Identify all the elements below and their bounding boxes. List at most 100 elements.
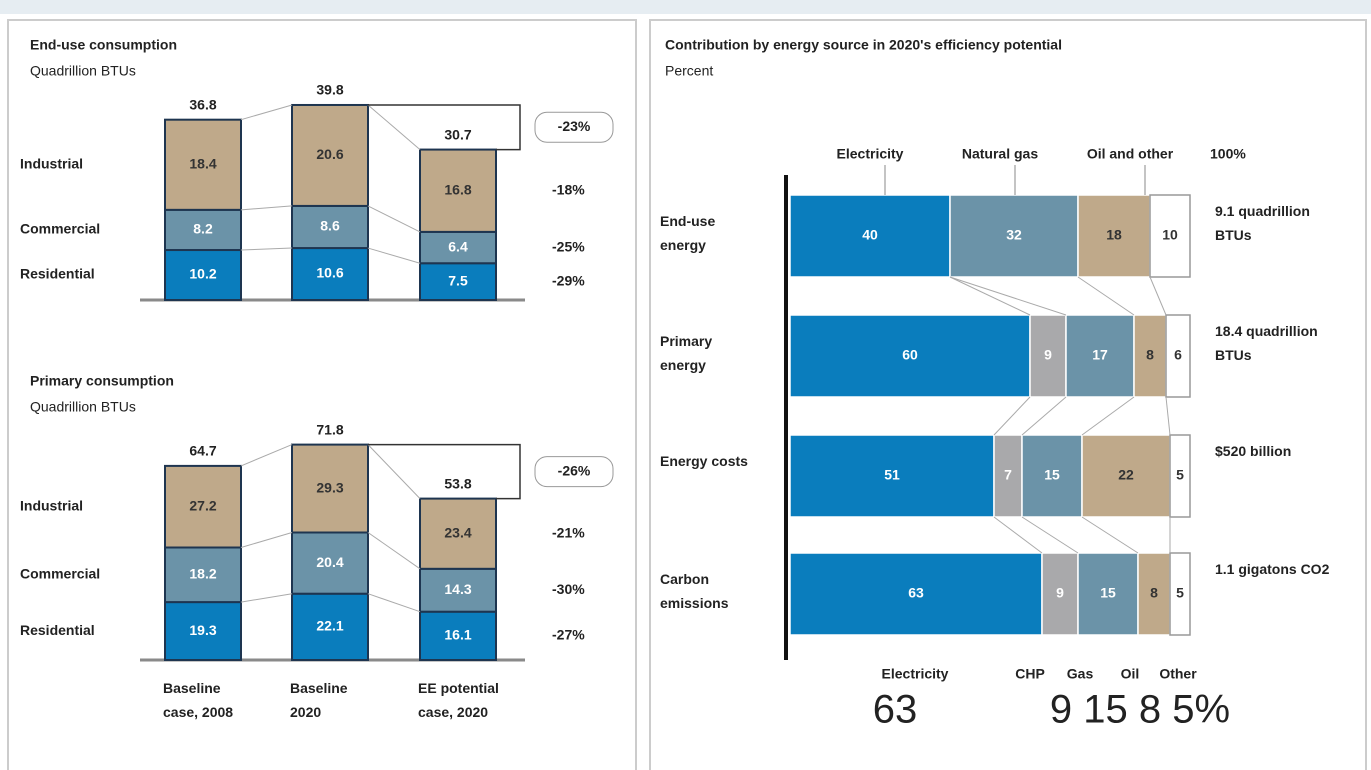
value-label: 10.2: [189, 266, 216, 282]
bar-segment: [1169, 434, 1191, 518]
connector: [367, 247, 421, 264]
x-tick-label: Baseline case, 2008: [163, 680, 234, 720]
value-label: 8: [1146, 347, 1154, 363]
change-label: -25%: [552, 238, 585, 254]
connector: [1165, 396, 1171, 436]
chart-subtitle: Quadrillion BTUs: [30, 399, 136, 415]
chart-title: End-use consumption: [30, 37, 177, 53]
bar-segment: [1077, 552, 1139, 636]
legend-label: Gas: [1067, 666, 1094, 682]
connector: [240, 205, 293, 211]
connector: [240, 247, 293, 251]
x-tick-label: Baseline 2020: [290, 680, 348, 720]
bar-segment: [419, 567, 497, 613]
chart-title: Primary consumption: [30, 373, 174, 389]
connector: [240, 532, 293, 548]
change-label: -29%: [552, 272, 585, 288]
change-box: [534, 111, 614, 143]
connector: [240, 593, 293, 603]
bar-segment: [789, 194, 951, 278]
bar-segment: [164, 118, 242, 211]
value-label: 8.2: [193, 221, 213, 237]
value-label: 51: [884, 467, 900, 483]
value-label: 40: [862, 227, 878, 243]
connector: [1081, 396, 1135, 436]
value-label: 23.4: [444, 524, 471, 540]
value-label: 27.2: [189, 497, 216, 513]
segment-header: Oil and other: [1087, 146, 1174, 162]
bar-segment: [291, 247, 369, 301]
bar-segment: [1165, 314, 1191, 398]
value-label: 16.1: [444, 627, 471, 643]
connector: [367, 104, 421, 150]
bar-segment: [164, 601, 242, 661]
total-label: 30.7: [444, 126, 471, 142]
bar-segment: [291, 443, 369, 534]
bar-segment: [1029, 314, 1067, 398]
bar-segment: [164, 546, 242, 604]
value-label: 22.1: [316, 618, 343, 634]
connector: [240, 104, 293, 121]
value-label: 7: [1004, 467, 1012, 483]
top-band: [0, 0, 1371, 14]
connector: [367, 593, 421, 613]
chart-subtitle: Percent: [665, 63, 713, 79]
connector: [1077, 276, 1135, 316]
value-label: 7.5: [448, 272, 468, 288]
change-box: [534, 456, 614, 488]
legend-label: Oil: [1121, 666, 1140, 682]
value-label: 10: [1162, 227, 1178, 243]
value-label: 8.6: [320, 218, 340, 234]
value-label: 5: [1176, 585, 1184, 601]
value-label: 29.3: [316, 479, 343, 495]
series-name: Industrial: [20, 497, 83, 513]
connector: [1021, 516, 1079, 554]
change-label: -18%: [552, 181, 585, 197]
bar-segment: [291, 103, 369, 207]
row-note: 1.1 gigatons CO2: [1215, 561, 1330, 577]
value-label: 63: [908, 585, 924, 601]
value-label: 32: [1006, 227, 1022, 243]
row-label: End-use energy: [660, 213, 716, 253]
bar-segment: [419, 230, 497, 265]
bar-segment: [1137, 552, 1171, 636]
bar-segment: [291, 531, 369, 595]
value-label: 18.2: [189, 566, 216, 582]
connector: [240, 444, 293, 467]
connector: [1081, 516, 1139, 554]
row-note: $520 billion: [1215, 443, 1292, 459]
bar-segment: [291, 592, 369, 662]
bar-segment: [789, 434, 995, 518]
bracket: [368, 104, 521, 151]
total-label: 39.8: [316, 82, 343, 98]
chart-subtitle: Quadrillion BTUs: [30, 63, 136, 79]
footnote-value: 63: [873, 688, 918, 732]
legend-label: Other: [1159, 666, 1197, 682]
value-label: 60: [902, 347, 918, 363]
connector: [1021, 396, 1067, 436]
bar-segment: [1133, 314, 1167, 398]
series-name: Residential: [20, 266, 95, 282]
total-change: -23%: [558, 118, 591, 134]
bar-segment: [993, 434, 1023, 518]
bar-segment: [789, 552, 1043, 636]
value-label: 15: [1044, 467, 1060, 483]
total-change: -26%: [558, 462, 591, 478]
value-label: 18: [1106, 227, 1122, 243]
value-label: 15: [1100, 585, 1116, 601]
value-label: 5: [1176, 467, 1184, 483]
bar-segment: [1149, 194, 1191, 278]
bar-segment: [949, 194, 1079, 278]
connector: [367, 205, 421, 233]
value-label: 10.6: [316, 265, 343, 281]
connector: [1149, 276, 1167, 316]
row-label: Primary energy: [660, 333, 713, 373]
value-label: 14.3: [444, 581, 471, 597]
value-label: 8: [1150, 585, 1158, 601]
value-label: 16.8: [444, 181, 471, 197]
row-label: Energy costs: [660, 453, 748, 469]
bar-segment: [1021, 434, 1083, 518]
series-name: Residential: [20, 622, 95, 638]
chart-title: Contribution by energy source in 2020's …: [665, 37, 1062, 53]
